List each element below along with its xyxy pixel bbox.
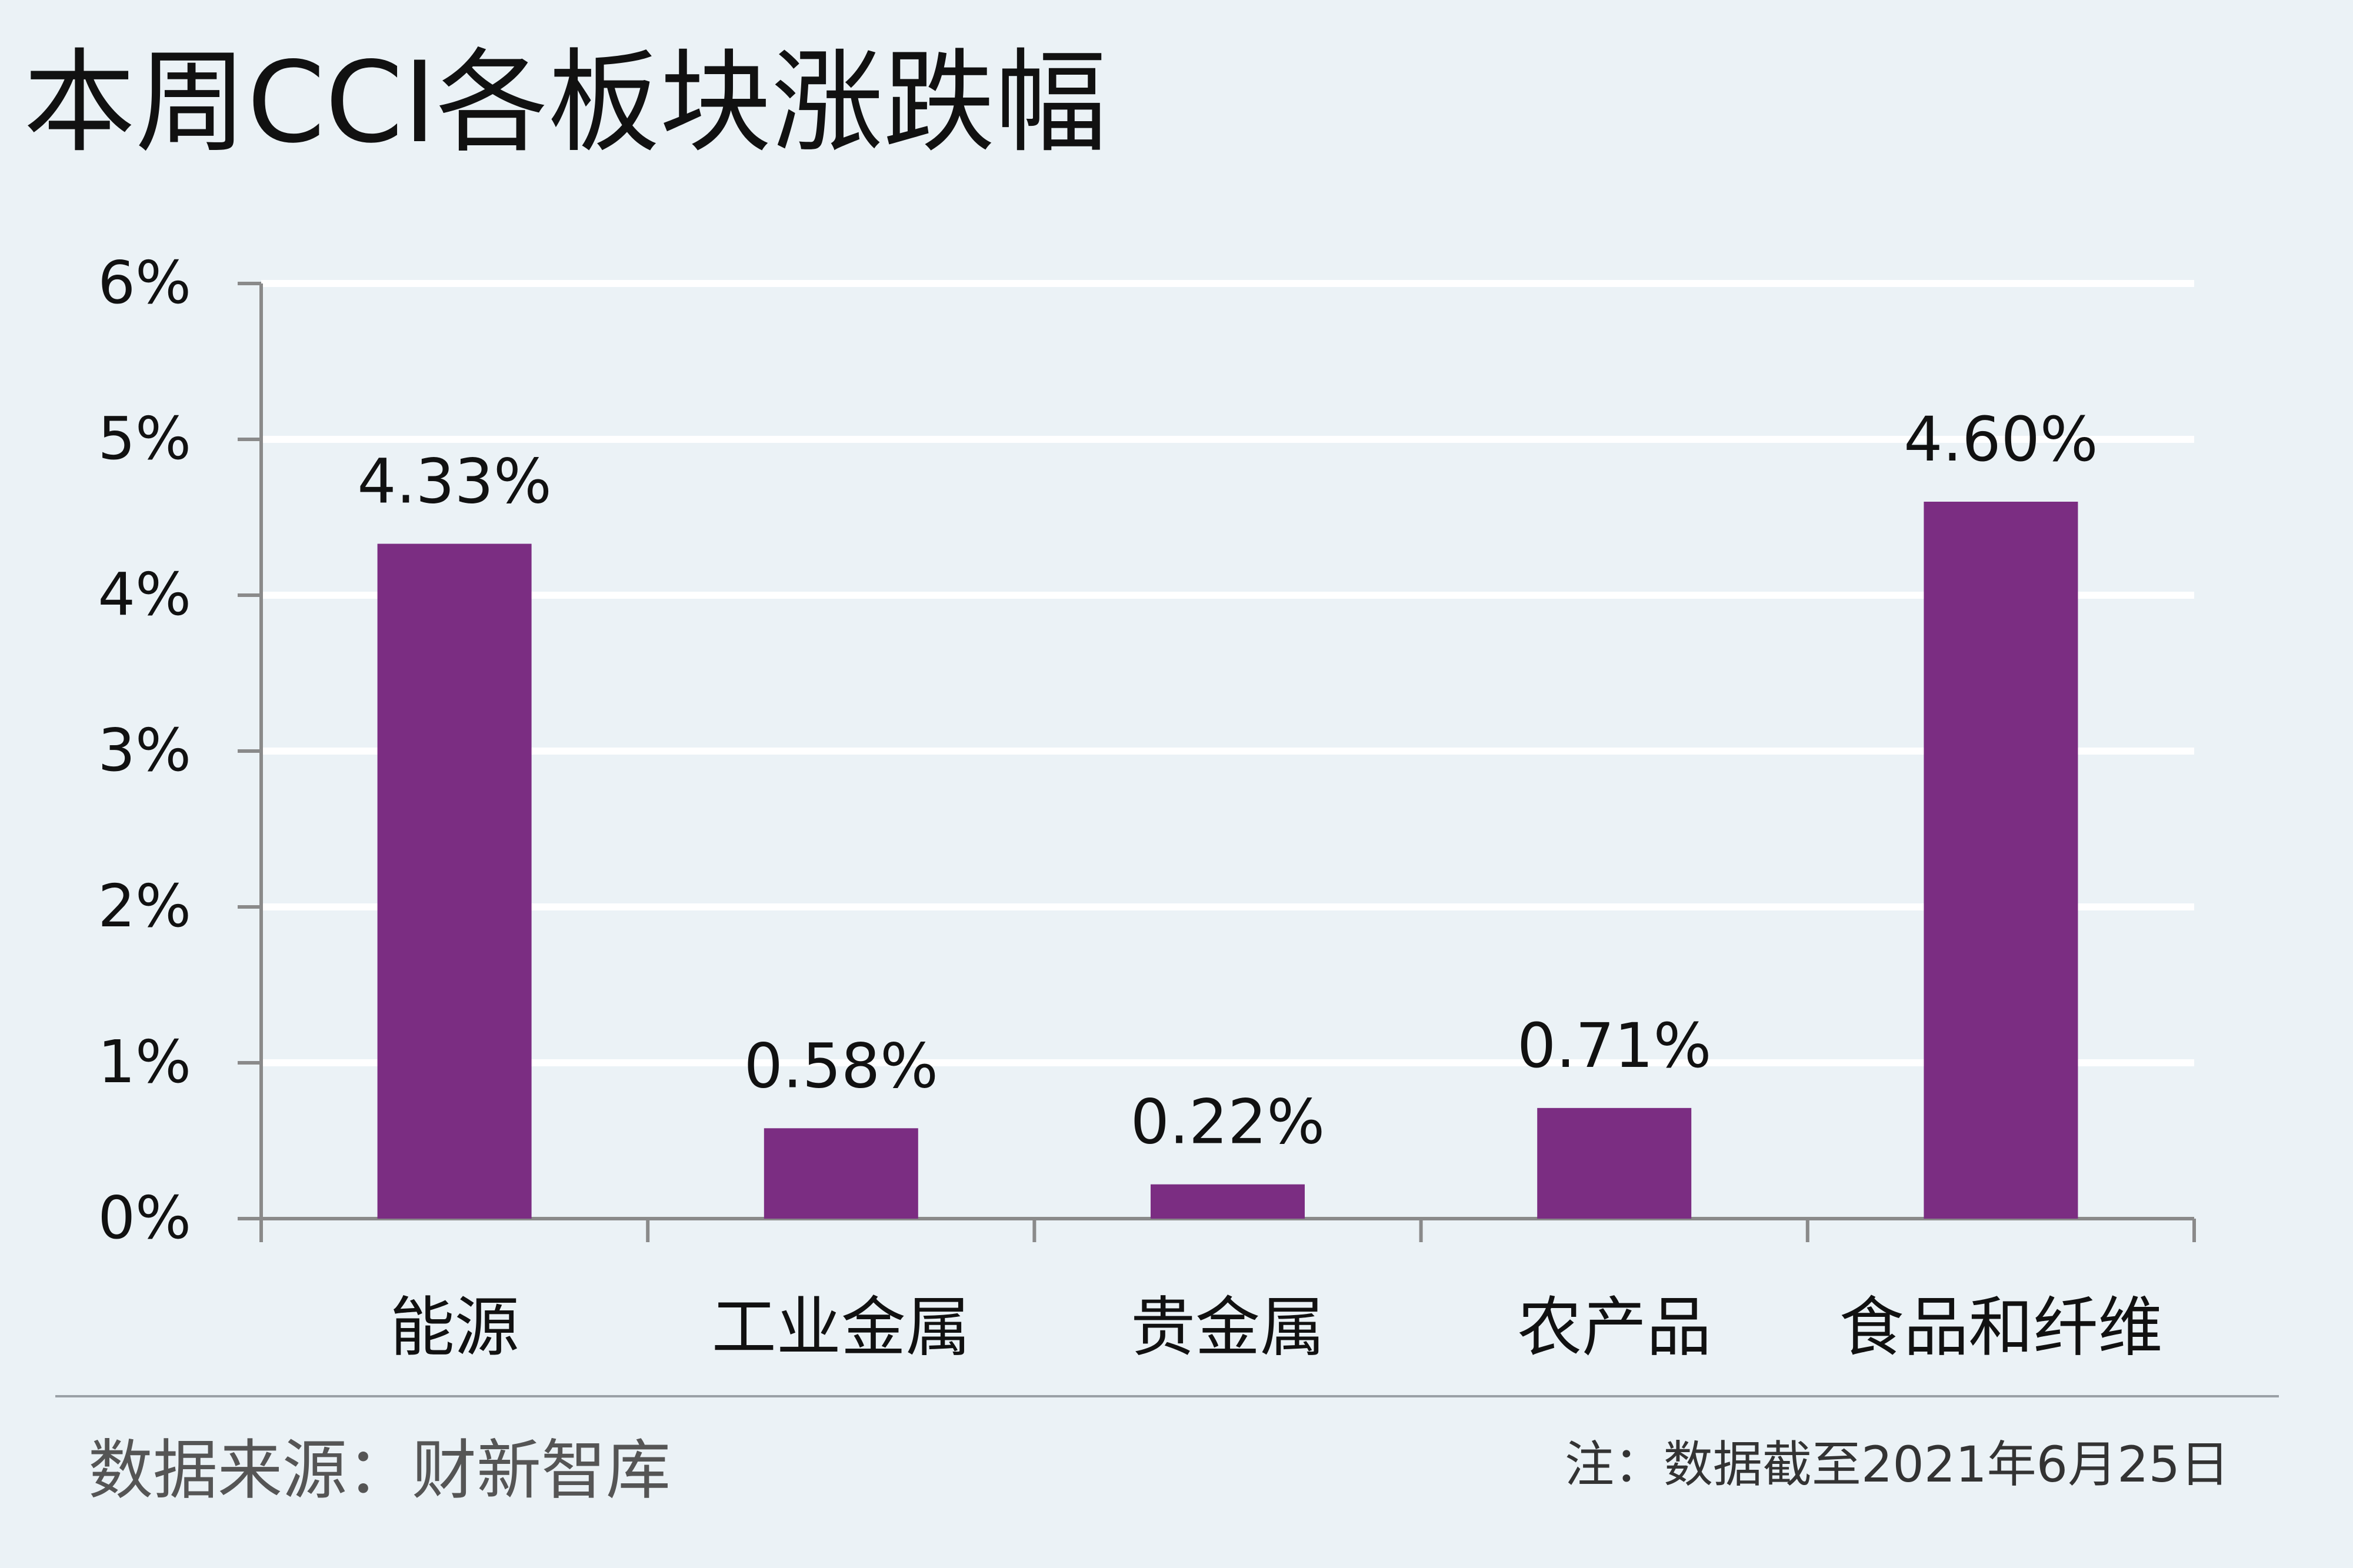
- x-tick-label: 工业金属: [712, 1290, 971, 1365]
- footer-divider: [55, 1395, 2279, 1397]
- y-tick-label: 0%: [98, 1183, 191, 1252]
- bar: [1151, 1184, 1305, 1219]
- bar: [1924, 502, 2078, 1219]
- footnote-text: 注：数据截至2021年6月25日: [1564, 1436, 2229, 1493]
- chart-title: 本周CCI各板块涨跌幅: [24, 38, 1107, 168]
- y-tick-label: 2%: [98, 872, 191, 940]
- data-label: 0.71%: [1517, 1010, 1711, 1082]
- bar: [377, 543, 532, 1219]
- y-tick-label: 3%: [98, 716, 191, 785]
- y-tick-label: 4%: [98, 560, 191, 629]
- y-tick-label: 1%: [98, 1027, 191, 1096]
- source-text: 数据来源：财新智库: [88, 1433, 671, 1508]
- x-tick-label: 农产品: [1517, 1290, 1711, 1365]
- x-tick-label: 食品和纤维: [1839, 1290, 2162, 1365]
- data-label: 0.22%: [1131, 1086, 1325, 1158]
- y-tick-label: 6%: [98, 248, 191, 317]
- data-label: 0.58%: [744, 1030, 938, 1102]
- x-tick-label: 能源: [390, 1290, 519, 1365]
- data-label: 4.33%: [357, 446, 551, 518]
- y-tick-label: 5%: [98, 404, 191, 473]
- bar: [764, 1128, 918, 1219]
- data-label: 4.60%: [1904, 403, 2098, 475]
- bar: [1537, 1107, 1692, 1219]
- x-tick-label: 贵金属: [1131, 1290, 1325, 1365]
